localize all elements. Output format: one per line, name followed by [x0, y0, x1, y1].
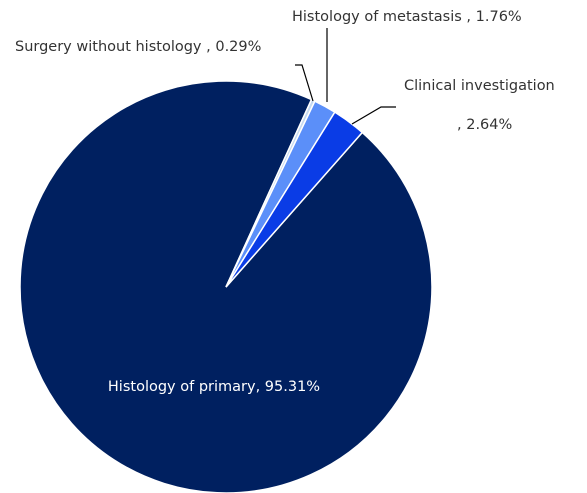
slice-label: Histology of metastasis , 1.76% [292, 9, 522, 25]
value-label: , 0.29% [202, 39, 262, 55]
leader-line [295, 64, 314, 102]
slice-label: Histology of primary, 95.31% [108, 379, 320, 395]
value-label: , 95.31% [256, 379, 321, 395]
slices [19, 80, 433, 493]
category-label: Surgery without histology [15, 39, 202, 55]
slice-label: Surgery without histology , 0.29% [15, 39, 261, 55]
value-label: , 2.64% [457, 117, 512, 133]
category-label: Histology of primary [108, 379, 256, 395]
category-label: Clinical investigation [404, 78, 555, 94]
category-label: Histology of metastasis [292, 9, 462, 25]
value-label: , 1.76% [462, 9, 522, 25]
pie-slice [225, 111, 364, 288]
leader-line [351, 106, 396, 125]
